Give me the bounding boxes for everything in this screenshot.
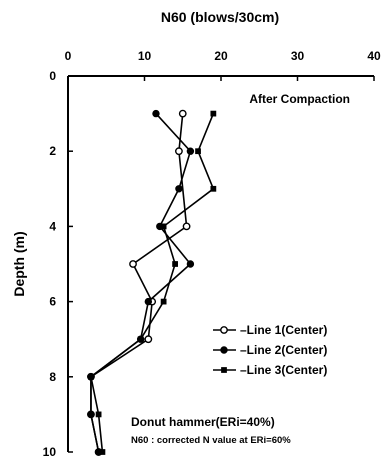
annotation-hammer: Donut hammer(ERi=40%) bbox=[131, 415, 275, 429]
data-point-filled-circle bbox=[87, 410, 95, 419]
series-line bbox=[90, 113, 192, 453]
y-tick-label: 10 bbox=[43, 445, 57, 459]
x-tick-label: 0 bbox=[65, 49, 72, 63]
annotation-n60-note: N60 : corrected N value at ERi=60% bbox=[131, 435, 291, 446]
data-point-open-circle bbox=[220, 326, 228, 334]
annotation-after-compaction: After Compaction bbox=[249, 92, 350, 106]
legend-entry-2: –Line 2(Center) bbox=[213, 343, 327, 357]
x-tick-label: 20 bbox=[214, 49, 228, 63]
data-point-filled-square bbox=[160, 223, 167, 230]
data-point-open-circle bbox=[129, 260, 137, 268]
series-3 bbox=[88, 110, 217, 455]
legend-entry-3: –Line 3(Center) bbox=[213, 363, 327, 377]
y-tick-label: 8 bbox=[49, 370, 56, 384]
y-axis-title: Depth (m) bbox=[11, 231, 27, 296]
series-line bbox=[90, 113, 188, 453]
data-point-filled-circle bbox=[152, 109, 160, 118]
data-point-filled-square bbox=[160, 298, 167, 305]
data-point-filled-circle bbox=[186, 147, 195, 155]
data-point-filled-circle bbox=[175, 185, 183, 193]
data-point-filled-square bbox=[221, 367, 227, 373]
series-line bbox=[90, 113, 215, 453]
data-point-filled-square bbox=[195, 148, 201, 155]
data-point-filled-square bbox=[137, 336, 144, 343]
data-point-filled-circle bbox=[186, 260, 195, 268]
data-point-filled-square bbox=[210, 110, 217, 117]
ticks: 0 10 20 30 40 0 2 4 6 8 10 bbox=[43, 49, 381, 459]
legend-label: –Line 3(Center) bbox=[240, 363, 327, 377]
data-point-open-circle bbox=[175, 147, 183, 156]
y-tick-label: 2 bbox=[49, 144, 56, 158]
legend-label: –Line 1(Center) bbox=[240, 323, 327, 337]
data-point-filled-circle bbox=[144, 297, 153, 306]
y-tick-label: 4 bbox=[49, 219, 56, 233]
data-point-open-circle bbox=[144, 335, 153, 344]
data-point-filled-square bbox=[95, 411, 102, 418]
y-tick-label: 0 bbox=[49, 69, 56, 83]
legend-entry-1: –Line 1(Center) bbox=[213, 323, 327, 337]
legend-label: –Line 2(Center) bbox=[240, 343, 327, 357]
data-point-filled-square bbox=[210, 185, 217, 192]
x-tick-label: 40 bbox=[367, 49, 381, 63]
legend: –Line 1(Center) –Line 2(Center) –Line 3(Ce… bbox=[213, 323, 327, 377]
x-tick-label: 10 bbox=[138, 49, 152, 63]
series-2 bbox=[87, 109, 195, 456]
data-point-filled-square bbox=[172, 261, 178, 267]
data-point-filled-circle bbox=[220, 346, 228, 354]
x-axis-title: N60 (blows/30cm) bbox=[161, 9, 279, 25]
data-point-open-circle bbox=[178, 109, 187, 118]
data-point-open-circle bbox=[182, 222, 191, 231]
series-1 bbox=[87, 109, 191, 456]
axes bbox=[67, 75, 374, 452]
data-point-filled-square bbox=[99, 449, 106, 455]
y-tick-label: 6 bbox=[49, 295, 56, 309]
x-tick-label: 30 bbox=[291, 49, 305, 63]
data-point-filled-square bbox=[88, 373, 94, 380]
series-layer bbox=[87, 109, 217, 456]
